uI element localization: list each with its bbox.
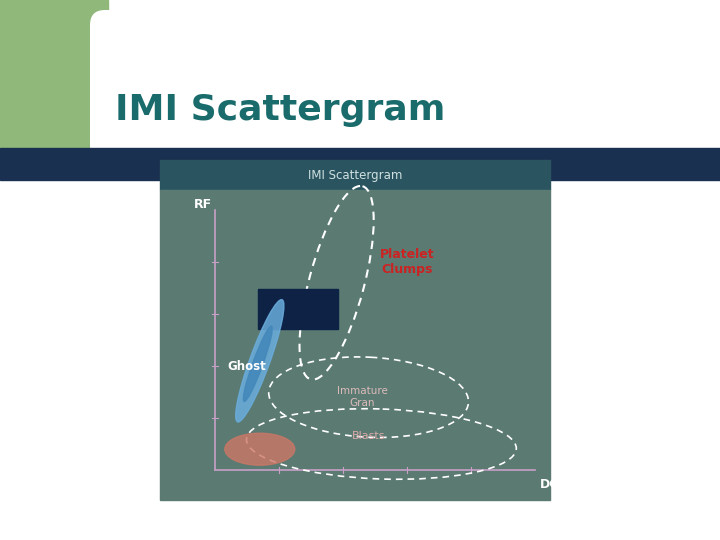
Ellipse shape [225,433,294,465]
Text: Ghost: Ghost [228,360,266,373]
FancyBboxPatch shape [90,10,715,530]
Text: IMI Scattergram: IMI Scattergram [308,168,402,181]
Text: RF: RF [194,199,212,212]
Bar [0,0,108,160]
Ellipse shape [235,300,284,422]
Bar [160,190,550,500]
Text: Blasts: Blasts [352,431,385,441]
Bar [258,289,338,329]
Text: DC: DC [540,478,559,491]
Bar [160,160,550,190]
Text: Immature
Gran: Immature Gran [337,387,387,408]
Text: Platelet
Clumps: Platelet Clumps [379,248,434,276]
Bar [0,148,720,180]
Text: IMI Scattergram: IMI Scattergram [115,93,446,127]
Ellipse shape [243,326,272,401]
